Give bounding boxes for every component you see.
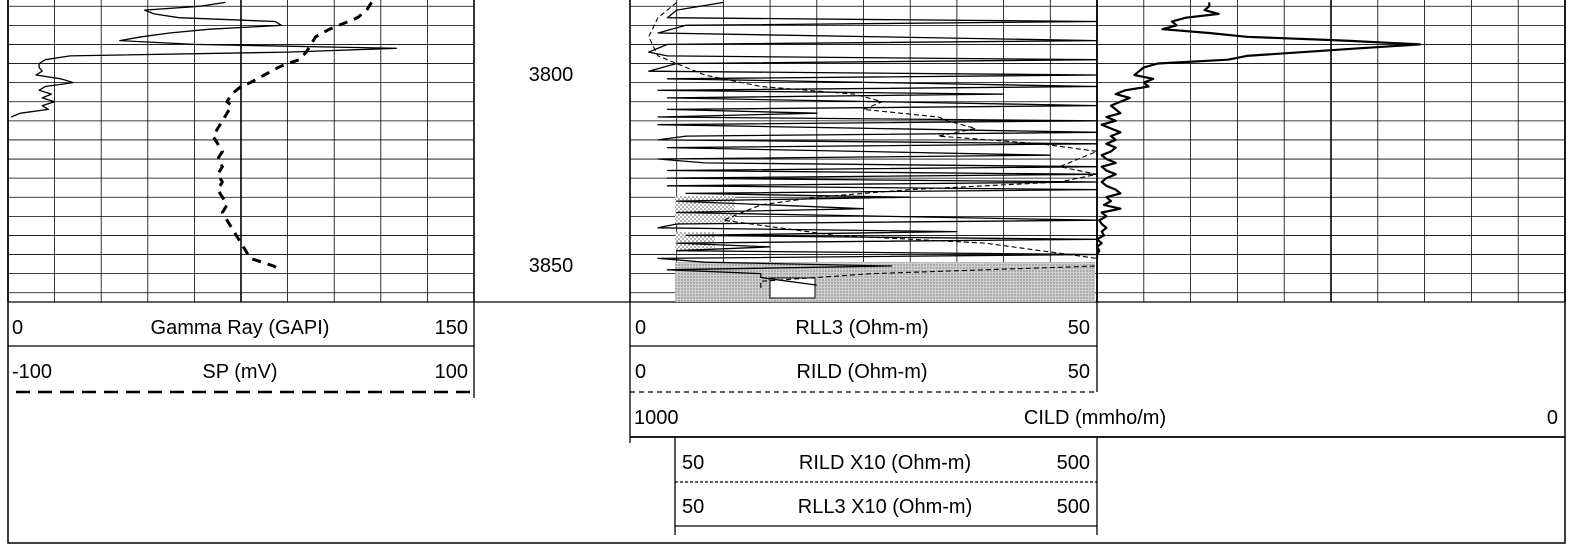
- rll3-x10-title: RLL3 X10 (Ohm-m): [798, 496, 973, 518]
- rll3-title: RLL3 (Ohm-m): [795, 317, 928, 339]
- rild-x10-title: RILD X10 (Ohm-m): [799, 452, 971, 474]
- curve-sp-mv: [211, 1, 373, 272]
- shade-notch: [769, 277, 816, 299]
- header-lines: [8, 302, 1565, 535]
- curve-rild-ohm-m: [648, 1, 1097, 289]
- rild-x10-min: 50: [682, 452, 704, 474]
- curves: [10, 1, 1422, 289]
- cild-title: CILD (mmho/m): [1024, 407, 1166, 429]
- rll3-max: 50: [1068, 317, 1090, 339]
- track-gamma-sp: [10, 1, 397, 272]
- curve-gamma-ray-gapi: [10, 1, 397, 118]
- gamma-min: 0: [12, 317, 23, 339]
- depth-label-3800: 3800: [529, 64, 574, 86]
- curve-rll3-ohm-m: [648, 1, 1097, 286]
- rll3-min: 0: [635, 317, 646, 339]
- gamma-title: Gamma Ray (GAPI): [151, 317, 330, 339]
- track-conductivity: [1097, 2, 1422, 259]
- rild-title: RILD (Ohm-m): [796, 361, 927, 383]
- rild-x10-max: 500: [1057, 452, 1090, 474]
- track-resistivity: [648, 1, 1097, 289]
- curve-cild-mmho-m: [1097, 2, 1422, 259]
- cild-min: 1000: [634, 407, 679, 429]
- grid: [7, 0, 1566, 303]
- sp-max: 100: [435, 361, 468, 383]
- rild-min: 0: [635, 361, 646, 383]
- shade-band-2: [675, 232, 715, 250]
- headers: 0 Gamma Ray (GAPI) 150 -100 SP (mV) 100 …: [12, 317, 1558, 518]
- sp-min: -100: [12, 361, 52, 383]
- depth-label-3850: 3850: [529, 255, 574, 277]
- rll3-x10-min: 50: [682, 496, 704, 518]
- rll3-x10-max: 500: [1057, 496, 1090, 518]
- sp-title: SP (mV): [202, 361, 277, 383]
- gamma-max: 150: [435, 317, 468, 339]
- cild-max: 0: [1547, 407, 1558, 429]
- rild-max: 50: [1068, 361, 1090, 383]
